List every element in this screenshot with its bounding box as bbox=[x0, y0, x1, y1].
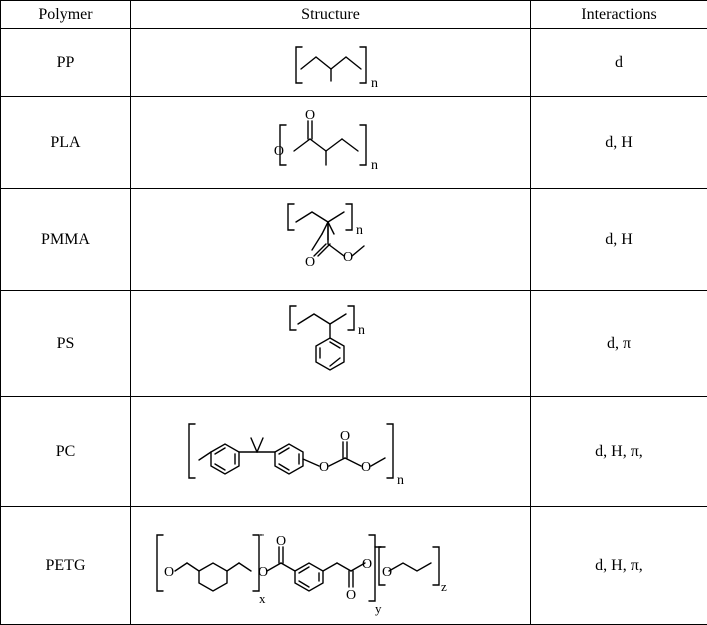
svg-text:z: z bbox=[441, 579, 447, 594]
svg-text:O: O bbox=[360, 460, 370, 475]
svg-text:n: n bbox=[356, 223, 363, 238]
svg-text:O: O bbox=[381, 565, 391, 580]
interactions: d, H bbox=[531, 189, 707, 291]
table-row: PP n d bbox=[1, 29, 707, 97]
structure-pla: O O n bbox=[246, 103, 416, 183]
table-row: PS n bbox=[1, 291, 707, 397]
table-row: PC bbox=[1, 397, 707, 507]
polymer-name: PMMA bbox=[1, 189, 131, 291]
interactions: d, H, π, bbox=[531, 397, 707, 507]
svg-text:O: O bbox=[361, 557, 371, 572]
structure-petg: O O O O O O x y z bbox=[141, 513, 521, 619]
svg-text:O: O bbox=[304, 255, 314, 270]
structure-ps: n bbox=[256, 296, 406, 392]
svg-text:O: O bbox=[163, 565, 173, 580]
structure-pmma: O O n bbox=[246, 194, 416, 286]
svg-text:O: O bbox=[304, 108, 314, 123]
svg-text:O: O bbox=[273, 144, 283, 159]
svg-text:O: O bbox=[339, 429, 349, 444]
structure-cell: O O O n bbox=[131, 397, 531, 507]
polymer-name: PLA bbox=[1, 97, 131, 189]
svg-text:O: O bbox=[275, 534, 285, 549]
polymer-name: PETG bbox=[1, 507, 131, 625]
col-polymer: Polymer bbox=[1, 1, 131, 29]
polymer-name: PS bbox=[1, 291, 131, 397]
polymer-name: PC bbox=[1, 397, 131, 507]
structure-pp: n bbox=[266, 35, 396, 91]
polymer-table: Polymer Structure Interactions PP bbox=[0, 0, 707, 625]
svg-text:y: y bbox=[375, 601, 382, 616]
interactions: d bbox=[531, 29, 707, 97]
svg-text:O: O bbox=[342, 250, 352, 265]
svg-text:O: O bbox=[257, 565, 267, 580]
col-interactions: Interactions bbox=[531, 1, 707, 29]
header-row: Polymer Structure Interactions bbox=[1, 1, 707, 29]
structure-cell: O O O O O O x y z bbox=[131, 507, 531, 625]
structure-cell: O O n bbox=[131, 189, 531, 291]
table-row: PLA bbox=[1, 97, 707, 189]
structure-pc: O O O n bbox=[171, 404, 491, 500]
col-structure: Structure bbox=[131, 1, 531, 29]
svg-text:n: n bbox=[371, 76, 378, 91]
svg-text:x: x bbox=[259, 591, 266, 606]
svg-text:n: n bbox=[371, 158, 378, 173]
interactions: d, H, π, bbox=[531, 507, 707, 625]
structure-cell: n bbox=[131, 291, 531, 397]
structure-cell: O O n bbox=[131, 97, 531, 189]
structure-cell: n bbox=[131, 29, 531, 97]
interactions: d, π bbox=[531, 291, 707, 397]
svg-text:O: O bbox=[318, 460, 328, 475]
table-row: PMMA bbox=[1, 189, 707, 291]
svg-text:O: O bbox=[345, 588, 355, 603]
svg-text:n: n bbox=[397, 473, 404, 488]
polymer-name: PP bbox=[1, 29, 131, 97]
svg-text:n: n bbox=[358, 323, 365, 338]
table-row: PETG bbox=[1, 507, 707, 625]
interactions: d, H bbox=[531, 97, 707, 189]
